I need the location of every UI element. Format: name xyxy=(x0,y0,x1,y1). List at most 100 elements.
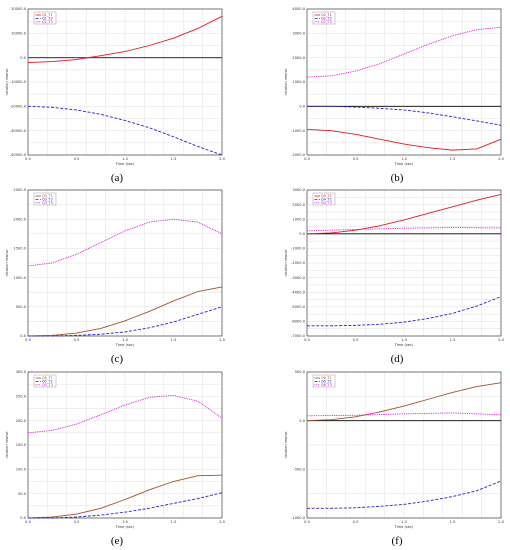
x-tick-label: 0.5 xyxy=(353,520,359,524)
y-tick-label: 50.0 xyxy=(18,492,27,496)
x-tick-label: 1.5 xyxy=(171,157,177,161)
x-axis-title: Time (sec) xyxy=(115,525,135,529)
y-tick-label: 20000.0 xyxy=(11,7,27,11)
y-tick-label: 1500.0 xyxy=(13,247,26,251)
panel-label: (d) xyxy=(391,353,404,365)
legend-entry: Q4_T2 xyxy=(321,198,332,202)
y-tick-label: 0.0 xyxy=(20,334,26,338)
y-tick-label: 500.0 xyxy=(295,370,306,374)
plot-frame xyxy=(27,8,223,156)
series-line-Q5_T2 xyxy=(28,492,223,519)
y-tick-label: 0.0 xyxy=(20,516,26,520)
x-axis-title: Time (sec) xyxy=(394,525,414,529)
y-axis-title: rotation rewise xyxy=(284,68,288,96)
x-tick-label: 1.5 xyxy=(450,520,456,524)
x-tick-label: 1.0 xyxy=(122,520,128,524)
legend-entry: Q6_T3 xyxy=(321,383,332,387)
y-tick-label: -3000.0 xyxy=(291,276,306,280)
chart-panel-6: -1000.0 -500.0 0.0 500.0 0.0 0.5 1.0 1.5 2.0 Time… xyxy=(284,370,505,547)
y-tick-label: 1000.0 xyxy=(292,217,305,221)
y-tick-label: -7000.0 xyxy=(291,334,306,338)
series-line-Q4_T2 xyxy=(307,296,502,327)
x-tick-label: 0.5 xyxy=(74,157,80,161)
x-tick-label: 1.5 xyxy=(450,338,456,342)
y-tick-label: 10000.0 xyxy=(11,32,27,36)
y-tick-label: 0.0 xyxy=(299,232,305,236)
y-tick-label: -30000.0 xyxy=(10,129,27,133)
x-tick-label: 0.5 xyxy=(353,338,359,342)
legend-entry: Q5_T2 xyxy=(42,380,53,384)
y-tick-label: 0.0 xyxy=(299,105,305,109)
legend-entry: Q2_T2 xyxy=(321,17,332,21)
series-line-Q3_T1 xyxy=(27,286,223,337)
x-tick-label: 1.0 xyxy=(122,157,128,161)
x-axis-title: Time (sec) xyxy=(115,162,135,166)
series-line-Q5_T3 xyxy=(27,394,223,434)
x-tick-label: 1.0 xyxy=(401,338,407,342)
y-axis-title: rotation rewise xyxy=(5,431,9,459)
y-tick-label: -4000.0 xyxy=(291,290,306,294)
y-tick-label: 2000.0 xyxy=(13,217,26,221)
legend-entry: Q2_T1 xyxy=(321,13,332,17)
y-tick-label: 500.0 xyxy=(16,305,27,309)
legend-entry: Q6_T1 xyxy=(321,376,332,380)
y-axis-title: rotation rewise xyxy=(284,249,288,277)
x-tick-label: 1.5 xyxy=(450,157,456,161)
y-tick-label: 3000.0 xyxy=(292,188,305,192)
x-tick-label: 0.5 xyxy=(353,157,359,161)
series-line-Q5_T1 xyxy=(27,474,223,519)
panel-label: (b) xyxy=(391,172,404,184)
legend-entry: Q5_T1 xyxy=(42,376,53,380)
legend-entry: Q3_T2 xyxy=(42,198,53,202)
x-axis-title: Time (sec) xyxy=(394,162,414,166)
x-tick-label: 1.0 xyxy=(401,157,407,161)
series-line-Q3_T2 xyxy=(28,306,223,337)
legend-entry: Q4_T3 xyxy=(321,201,332,205)
y-tick-label: 4000.0 xyxy=(292,7,305,11)
x-tick-label: 2.0 xyxy=(498,338,504,342)
series-line-Q4_T1 xyxy=(306,193,502,235)
x-tick-label: 2.0 xyxy=(219,157,225,161)
x-tick-label: 0.0 xyxy=(304,157,310,161)
legend-entry: Q2_T3 xyxy=(321,20,332,24)
x-tick-label: 1.5 xyxy=(171,520,177,524)
legend-entry: Q6_T2 xyxy=(321,380,332,384)
x-tick-label: 0.0 xyxy=(25,338,31,342)
y-tick-label: -1000.0 xyxy=(291,247,306,251)
x-tick-label: 0.0 xyxy=(25,157,31,161)
y-tick-label: 100.0 xyxy=(16,468,27,472)
y-tick-label: 2500.0 xyxy=(13,188,26,192)
plot-frame xyxy=(27,371,223,519)
x-tick-label: 0.0 xyxy=(304,338,310,342)
y-tick-label: 250.0 xyxy=(16,395,27,399)
y-tick-label: 2000.0 xyxy=(292,56,305,60)
y-tick-label: -1000.0 xyxy=(291,516,306,520)
y-tick-label: 1000.0 xyxy=(292,80,305,84)
x-axis-title: Time (sec) xyxy=(115,343,135,347)
legend-entry: Q4_T1 xyxy=(321,194,332,198)
x-tick-label: 2.0 xyxy=(498,157,504,161)
x-tick-label: 1.5 xyxy=(171,338,177,342)
chart-panel-5: 0.0 50.0 100.0 150.0 200.0 250.0 300.0 0.0 0.5 1.… xyxy=(5,370,226,547)
x-tick-label: 0.0 xyxy=(25,520,31,524)
x-tick-label: 0.5 xyxy=(74,520,80,524)
series-line-Q3_T3 xyxy=(27,218,223,267)
y-tick-label: -20000.0 xyxy=(10,105,27,109)
series-line-Q1_T2 xyxy=(27,105,223,156)
y-tick-label: -10000.0 xyxy=(10,80,27,84)
y-tick-label: 0.0 xyxy=(299,419,305,423)
legend-entry: Q5_T3 xyxy=(42,383,53,387)
x-tick-label: 2.0 xyxy=(219,520,225,524)
y-tick-label: -40000.0 xyxy=(10,153,27,157)
y-tick-label: -2000.0 xyxy=(291,261,306,265)
plot-frame xyxy=(306,8,502,156)
panel-label: (f) xyxy=(392,535,403,547)
plot-frame xyxy=(27,189,223,337)
series-line-Q2_T3 xyxy=(306,26,502,78)
x-tick-label: 1.0 xyxy=(122,338,128,342)
series-line-Q6_T1 xyxy=(306,382,502,422)
